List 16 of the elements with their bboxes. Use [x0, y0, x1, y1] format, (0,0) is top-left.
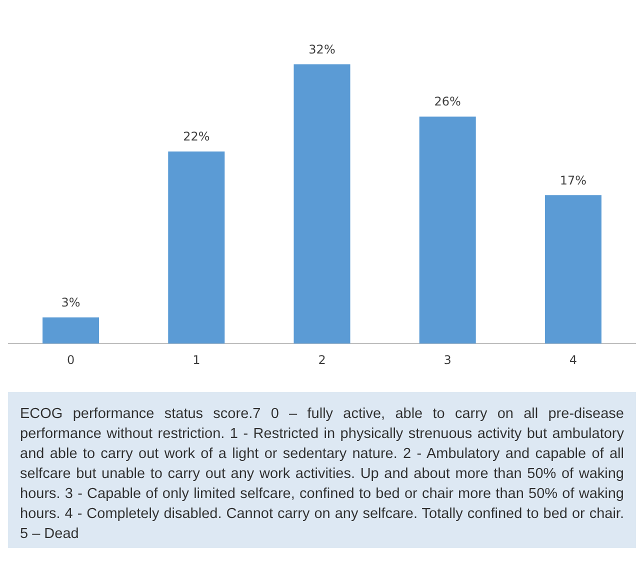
x-tick-label: 1 [192, 352, 200, 367]
text: ECOG performance status score.7 0 – fully active, able to carry on all pre-disease performance without restriction. 1 - Restricted in physically strenuous activity but ambulatory and able to carry out work of a light or sedentary nature. 2 - Ambulatory and capable of all selfcare but unable to carry out any work activities. Up and about more than 50% of waking hours. 3 - Capable of only limited selfcare, confined to bed or chair more than 50% of waking hours. 4 - Completely disabled. Cannot carry on any selfcare. Totally confined to bed or chair. 5 – Dead [8, 392, 636, 548]
x-tick-label: 2 [318, 352, 326, 367]
x-tick-label: 3 [444, 352, 452, 367]
bar [294, 64, 350, 344]
data-label: 22% [183, 130, 210, 144]
x-tick-label: 0 [66, 352, 75, 367]
bar [42, 317, 100, 344]
data-label: 17% [560, 173, 587, 188]
data-label: 26% [434, 94, 461, 109]
bar [544, 195, 602, 344]
x-tick-label: 4 [569, 352, 578, 367]
bar [168, 152, 225, 344]
bar [419, 116, 476, 344]
data-label: 3% [61, 296, 80, 310]
data-label: 32% [308, 42, 336, 56]
